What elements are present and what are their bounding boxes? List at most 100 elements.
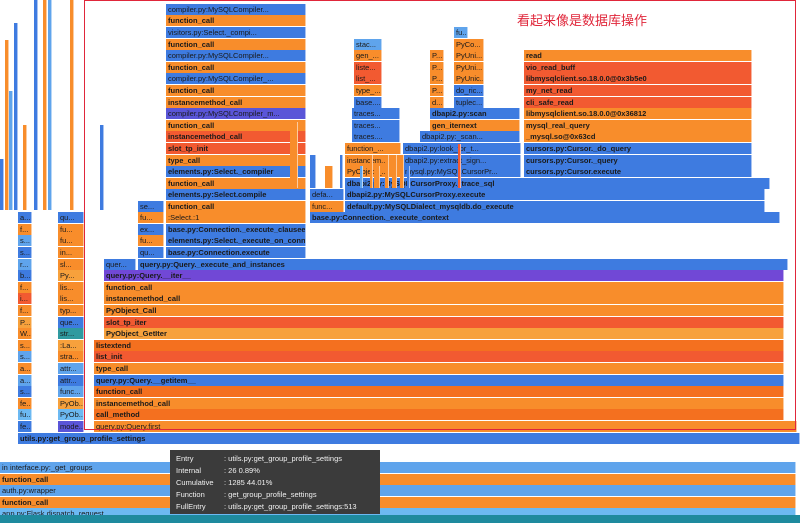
- frame-59[interactable]: fu...: [138, 235, 164, 246]
- upper-frame-61[interactable]: PyCo...: [454, 39, 484, 50]
- upper-frame-54[interactable]: compiler.py:MySQLCompiler...: [166, 50, 306, 61]
- frame-58[interactable]: fu...: [58, 235, 84, 246]
- frame-7[interactable]: fe...: [18, 421, 32, 432]
- upper-frame-63[interactable]: fu...: [454, 27, 468, 38]
- upper-frame-42[interactable]: do_ric...: [454, 85, 484, 96]
- frame-53[interactable]: s...: [18, 247, 32, 258]
- side-column-6[interactable]: [43, 0, 47, 210]
- upper-frame-65[interactable]: compiler.py:MySQLCompiler...: [166, 4, 306, 15]
- upper-frame-29[interactable]: mysql_real_query: [524, 120, 752, 131]
- frame-1[interactable]: function_call: [0, 497, 796, 508]
- side-column-3[interactable]: [14, 23, 18, 210]
- upper-frame-41[interactable]: P...: [430, 85, 444, 96]
- frame-0[interactable]: app.py:Flask.dispatch_request: [0, 508, 796, 519]
- spike-7[interactable]: [340, 155, 343, 188]
- frame-11[interactable]: PyOb...: [58, 409, 84, 420]
- spike-10[interactable]: [385, 155, 389, 188]
- frame-37[interactable]: f...: [18, 305, 32, 316]
- spike-9[interactable]: [374, 166, 380, 188]
- frame-9[interactable]: query.py:Query.first: [94, 421, 797, 432]
- upper-frame-17[interactable]: cursors.py:Cursor._query: [524, 155, 752, 166]
- frame-66[interactable]: qu...: [58, 212, 84, 223]
- upper-frame-10[interactable]: elements.py:Select._compiler: [166, 166, 306, 177]
- upper-frame-18[interactable]: slot_tp_init: [166, 143, 306, 154]
- frame-19[interactable]: a...: [18, 375, 32, 386]
- upper-frame-30[interactable]: compiler.py:MySQLCompiler_m...: [166, 108, 306, 119]
- frame-40[interactable]: i...: [18, 293, 32, 304]
- frame-35[interactable]: que...: [58, 317, 84, 328]
- upper-frame-0[interactable]: function_call: [166, 201, 306, 212]
- upper-frame-58[interactable]: read: [524, 50, 752, 61]
- frame-20[interactable]: attr...: [58, 375, 84, 386]
- upper-frame-52[interactable]: PyUni...: [454, 62, 484, 73]
- upper-frame-45[interactable]: list_...: [354, 73, 382, 84]
- spike-3[interactable]: [392, 155, 397, 188]
- side-column-8[interactable]: [70, 0, 74, 210]
- spike-4[interactable]: [407, 166, 410, 188]
- upper-frame-16[interactable]: dbapi2.py:extract_sign...: [403, 155, 521, 166]
- upper-frame-47[interactable]: PyUnic...: [454, 73, 484, 84]
- frame-17[interactable]: func...: [58, 386, 84, 397]
- upper-frame-35[interactable]: base....: [354, 97, 382, 108]
- upper-frame-19[interactable]: function_...: [345, 143, 401, 154]
- upper-frame-24[interactable]: dbapi2.py:_scan...: [420, 131, 520, 142]
- upper-frame-9[interactable]: dbapi2.py:MySQLCursorProxy._trace_sql: [345, 178, 770, 189]
- upper-frame-3[interactable]: se...: [138, 201, 164, 212]
- frame-56[interactable]: base.py:Connection.execute: [166, 247, 306, 258]
- upper-frame-7[interactable]: dbapi2.py:MySQLCursorProxy.execute: [345, 189, 765, 200]
- frame-42[interactable]: instancemethod_call: [104, 293, 784, 304]
- frame-47[interactable]: Py...: [58, 270, 84, 281]
- upper-frame-13[interactable]: cursors.py:Cursor.execute: [524, 166, 752, 177]
- bottom-scroll-bar[interactable]: [0, 515, 800, 523]
- frame-49[interactable]: r...: [18, 259, 32, 270]
- upper-frame-51[interactable]: P...: [430, 62, 444, 73]
- upper-frame-50[interactable]: liste...: [354, 62, 382, 73]
- upper-frame-33[interactable]: libmysqlclient.so.18.0.0@0x36812: [524, 108, 752, 119]
- upper-frame-6[interactable]: defa...: [310, 189, 344, 200]
- frame-16[interactable]: s...: [18, 386, 32, 397]
- frame-63[interactable]: ex...: [138, 224, 164, 235]
- side-column-2[interactable]: [9, 91, 13, 210]
- upper-frame-2[interactable]: default.py:MySQLDialect_mysqldb.do_execu…: [345, 201, 765, 212]
- upper-frame-4[interactable]: func...: [310, 201, 344, 212]
- frame-60[interactable]: elements.py:Select._execute_on_connectio…: [166, 235, 306, 246]
- frame-33[interactable]: PyObject_GetIter: [104, 328, 784, 339]
- frame-23[interactable]: attr...: [58, 363, 84, 374]
- frame-29[interactable]: :La...: [58, 340, 84, 351]
- frame-27[interactable]: list_init: [94, 351, 784, 362]
- frame-28[interactable]: s...: [18, 340, 32, 351]
- upper-frame-20[interactable]: dbapi2.py:look_for_t...: [403, 143, 521, 154]
- side-column-1[interactable]: [5, 40, 9, 210]
- upper-frame-57[interactable]: PyUni...: [454, 50, 484, 61]
- upper-frame-26[interactable]: function_call: [166, 120, 306, 131]
- frame-43[interactable]: f...: [18, 282, 32, 293]
- frame-68[interactable]: :Select.:1: [166, 212, 306, 223]
- upper-frame-25[interactable]: _mysql.so@0x63cd: [524, 131, 752, 142]
- upper-frame-22[interactable]: instancemethod_call: [166, 131, 306, 142]
- frame-10[interactable]: fu...: [18, 409, 32, 420]
- frame-44[interactable]: lis...: [58, 282, 84, 293]
- upper-frame-46[interactable]: P...: [430, 73, 444, 84]
- frame-14[interactable]: PyOb...: [58, 398, 84, 409]
- frame-45[interactable]: function_call: [104, 282, 784, 293]
- spike-6[interactable]: [290, 122, 298, 188]
- frame-62[interactable]: fu...: [58, 224, 84, 235]
- frame-3[interactable]: function_call: [0, 474, 796, 485]
- frame-38[interactable]: typ...: [58, 305, 84, 316]
- frame-57[interactable]: s...: [18, 235, 32, 246]
- frame-30[interactable]: listextend: [94, 340, 784, 351]
- upper-frame-44[interactable]: compiler.py:MySQLCompiler_...: [166, 73, 306, 84]
- frame-32[interactable]: str...: [58, 328, 84, 339]
- upper-frame-36[interactable]: d...: [430, 97, 444, 108]
- side-column-7[interactable]: [48, 0, 52, 210]
- frame-13[interactable]: fe...: [18, 398, 32, 409]
- frame-67[interactable]: fu...: [138, 212, 164, 223]
- frame-24[interactable]: type_call: [94, 363, 784, 374]
- upper-frame-55[interactable]: gen_...: [354, 50, 382, 61]
- frame-36[interactable]: slot_tp_iter: [104, 317, 784, 328]
- upper-frame-64[interactable]: function_call: [166, 15, 306, 26]
- side-column-4[interactable]: [23, 125, 27, 210]
- frame-46[interactable]: b...: [18, 270, 32, 281]
- frame-34[interactable]: P...: [18, 317, 32, 328]
- frame-2[interactable]: auth.py:wrapper: [0, 485, 796, 496]
